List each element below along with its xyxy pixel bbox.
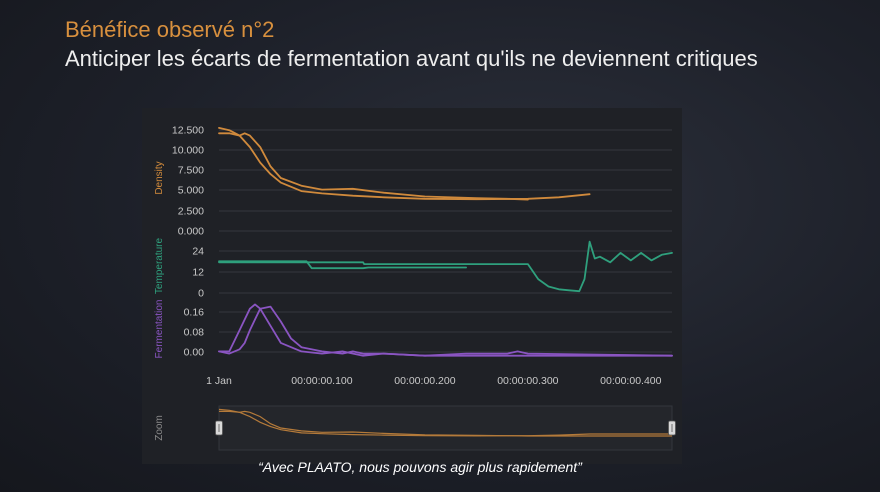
temperature-tick-label: 0 — [198, 288, 204, 300]
fermentation-axis-label: Fermentation — [154, 300, 165, 359]
density-tick-label: 0.000 — [178, 226, 204, 238]
quote-text: “Avec PLAATO, nous pouvons agir plus rap… — [258, 459, 582, 475]
temperature-axis-label: Temperature — [154, 237, 165, 294]
temperature-tick-label: 12 — [192, 267, 204, 279]
density-series-1 — [218, 126, 591, 201]
temperature-tick-label: 24 — [192, 246, 204, 258]
x-tick-label: 00:00:00.300 — [497, 375, 558, 387]
fermentation-tick-label: 0.16 — [184, 307, 205, 319]
zoom-label: Zoom — [154, 415, 165, 441]
fermentation-series-2 — [218, 305, 673, 357]
fermentation-tick-label: 0.08 — [184, 327, 205, 339]
density-series-2 — [218, 132, 529, 201]
density-tick-label: 5.000 — [178, 185, 204, 197]
chart-svg: 12.50010.0007.5005.0002.5000.000Density2… — [154, 125, 676, 451]
zoom-track — [218, 405, 673, 451]
density-tick-label: 10.000 — [172, 145, 204, 157]
chart-panel: 12.500 10.000 7.500 5.000 2.500 0.000 Density 2… — [142, 108, 682, 464]
x-tick-label: 1 Jan — [206, 375, 232, 387]
density-tick-label: 2.500 — [178, 206, 204, 218]
x-tick-label: 00:00:00.200 — [394, 375, 455, 387]
density-tick-label: 12.500 — [172, 125, 204, 137]
zoom-series-2 — [219, 410, 672, 437]
fermentation-tick-label: 0.00 — [184, 347, 205, 359]
slide-subtitle: Anticiper les écarts de fermentation ava… — [65, 46, 758, 71]
slide-title: Bénéfice observé n°2 — [65, 17, 275, 42]
temperature-series-2 — [218, 240, 673, 293]
x-tick-label: 00:00:00.100 — [291, 375, 352, 387]
density-tick-label: 7.500 — [178, 165, 204, 177]
x-tick-label: 00:00:00.400 — [600, 375, 661, 387]
density-axis-label: Density — [154, 161, 165, 194]
